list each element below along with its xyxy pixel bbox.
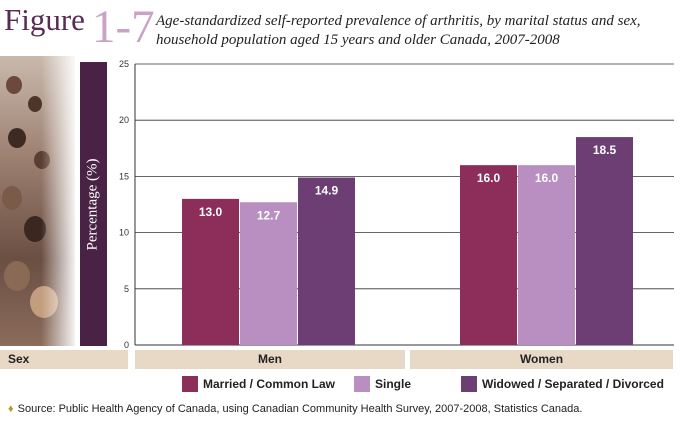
legend-swatch-married xyxy=(182,376,198,392)
source-text: Source: Public Health Agency of Canada, … xyxy=(17,403,583,415)
x-axis-header: Sex xyxy=(0,350,128,369)
data-label-men-married: 13.0 xyxy=(199,205,223,219)
bar-men-widowed xyxy=(298,177,355,345)
diamond-bullet-icon: ♦ xyxy=(8,403,14,415)
data-label-women-single: 16.0 xyxy=(535,171,559,185)
y-tick-label-15: 15 xyxy=(119,171,129,181)
x-axis-label: Sex xyxy=(8,352,30,366)
y-axis-label: Percentage (%) xyxy=(85,157,101,251)
y-axis-label-wrap: Percentage (%) xyxy=(80,62,107,346)
legend-swatch-single xyxy=(354,376,370,392)
data-label-men-single: 12.7 xyxy=(257,208,281,222)
y-axis-label-panel xyxy=(80,62,107,346)
y-tick-label-0: 0 xyxy=(124,340,129,350)
figure-number: 1-7 xyxy=(92,1,155,53)
category-label-men: Men xyxy=(135,350,405,369)
legend-label-widowed: Widowed / Separated / Divorced xyxy=(482,377,664,391)
bar-men-single xyxy=(240,202,297,345)
data-label-women-married: 16.0 xyxy=(477,171,501,185)
legend-label-single: Single xyxy=(375,377,412,391)
legend-swatch-widowed xyxy=(461,376,477,392)
y-tick-label-10: 10 xyxy=(119,228,129,238)
crowd-photo xyxy=(0,56,75,346)
y-tick-label-5: 5 xyxy=(124,284,129,294)
figure-label: Figure xyxy=(4,2,85,37)
bar-women-single xyxy=(518,165,575,345)
legend-item-married: Married / Common Law xyxy=(182,375,335,393)
legend-label-married: Married / Common Law xyxy=(203,377,336,391)
data-label-women-widowed: 18.5 xyxy=(593,143,617,157)
bar-women-widowed xyxy=(576,137,633,345)
category-label-women: Women xyxy=(410,350,673,369)
legend-item-single: Single xyxy=(354,375,411,393)
y-tick-label-25: 25 xyxy=(119,59,129,69)
data-label-men-widowed: 14.9 xyxy=(315,184,339,198)
bar-women-married xyxy=(460,165,517,345)
legend-item-widowed: Widowed / Separated / Divorced xyxy=(461,375,664,393)
source-note: ♦ Source: Public Health Agency of Canada,… xyxy=(8,403,582,415)
y-tick-label-20: 20 xyxy=(119,115,129,125)
bar-men-married xyxy=(182,198,239,345)
bar-chart: 0 5 10 15 20 25 13.0 12.7 14.9 16.0 16.0 18.5 xyxy=(119,59,674,350)
chart-title: Age-standardized self-reported prevalenc… xyxy=(156,13,641,48)
